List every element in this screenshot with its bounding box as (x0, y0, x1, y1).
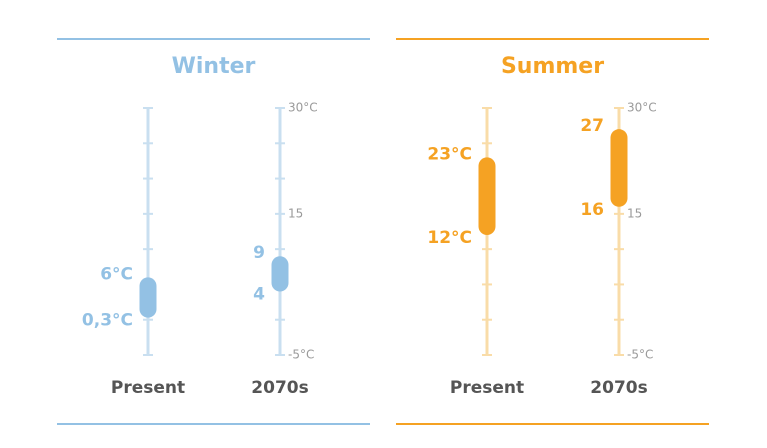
value-label: 4 (253, 284, 265, 304)
y-tick-label: 30°C (627, 101, 657, 115)
value-label: 12°C (427, 228, 472, 248)
range-bar (271, 256, 289, 292)
value-label: 6°C (100, 264, 133, 284)
x-tick-label: 2070s (590, 378, 647, 398)
value-label: 16 (580, 200, 604, 220)
y-tick-label: 15 (288, 206, 303, 220)
value-label: 23°C (427, 144, 472, 164)
value-label: 0,3°C (82, 311, 133, 331)
y-tick-label: 30°C (288, 101, 318, 115)
range-bar (610, 129, 628, 207)
value-label: 9 (253, 243, 265, 263)
value-label: 27 (580, 116, 604, 136)
x-tick-label: 2070s (251, 378, 308, 398)
panel-title: Winter (172, 54, 256, 79)
y-tick-label: -5°C (627, 348, 653, 362)
panel-title: Summer (501, 54, 604, 79)
x-tick-label: Present (450, 378, 524, 398)
range-bar (478, 157, 496, 236)
range-bar (139, 277, 157, 318)
y-tick-label: -5°C (288, 348, 314, 362)
y-tick-label: 15 (627, 206, 642, 220)
x-tick-label: Present (111, 378, 185, 398)
